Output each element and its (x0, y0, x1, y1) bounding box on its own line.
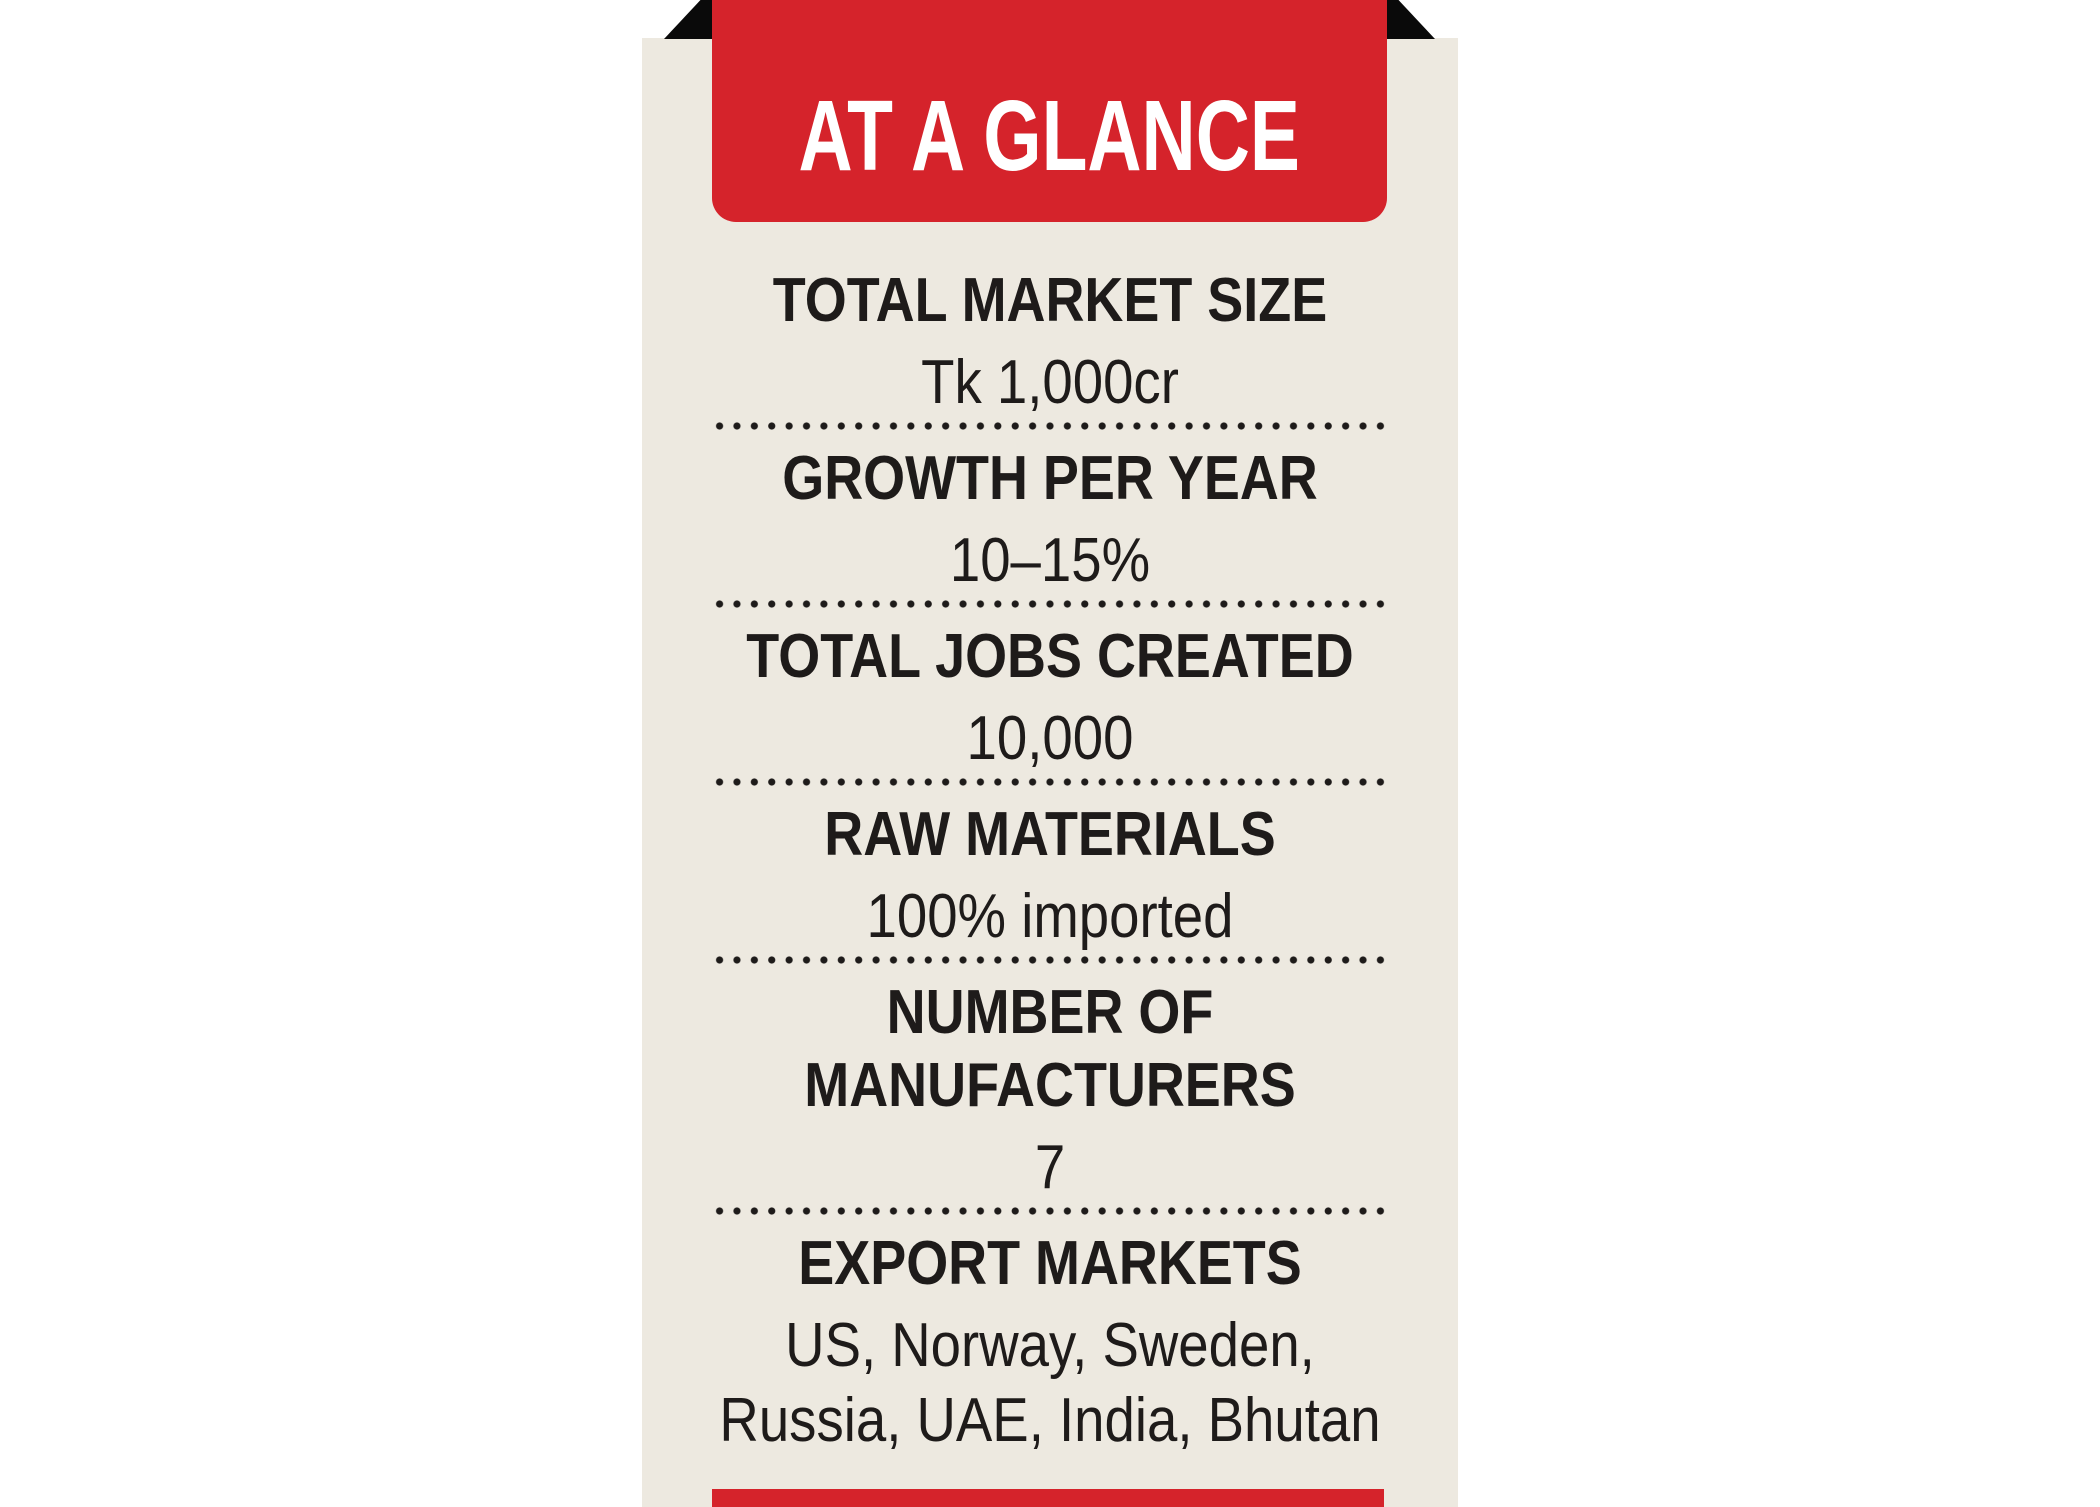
section-label: RAW MATERIALS (824, 800, 1276, 869)
section-label: NUMBER OF MANUFACTURERS (804, 978, 1296, 1120)
section-label: GROWTH PER YEAR (782, 444, 1318, 513)
dotted-divider (711, 778, 1389, 786)
section-label: TOTAL MARKET SIZE (772, 266, 1328, 335)
dotted-divider (711, 956, 1389, 964)
section-label: EXPORT MARKETS (798, 1229, 1302, 1298)
section-value: 7 (1034, 1133, 1066, 1202)
ribbon-fold-right (1387, 0, 1435, 39)
ribbon-header: AT A GLANCE (712, 0, 1387, 222)
dotted-divider (711, 1207, 1389, 1215)
dotted-divider (711, 422, 1389, 430)
fact-box-title: AT A GLANCE (798, 80, 1301, 192)
section-value: 100% imported (866, 882, 1234, 951)
fact-box-sections: TOTAL MARKET SIZE Tk 1,000cr GROWTH PER YE… (642, 38, 1458, 1458)
section-value: 10–15% (949, 526, 1151, 595)
bottom-ribbon-bar (712, 1489, 1384, 1507)
section-value: 10,000 (966, 704, 1134, 773)
ribbon-fold-left (664, 0, 712, 39)
section-value: Tk 1,000cr (921, 348, 1179, 417)
dotted-divider (711, 600, 1389, 608)
section-value: US, Norway, Sweden, Russia, UAE, India, … (719, 1311, 1381, 1455)
fact-box-card: TOTAL MARKET SIZE Tk 1,000cr GROWTH PER YE… (642, 38, 1458, 1507)
section-label: TOTAL JOBS CREATED (746, 622, 1354, 691)
